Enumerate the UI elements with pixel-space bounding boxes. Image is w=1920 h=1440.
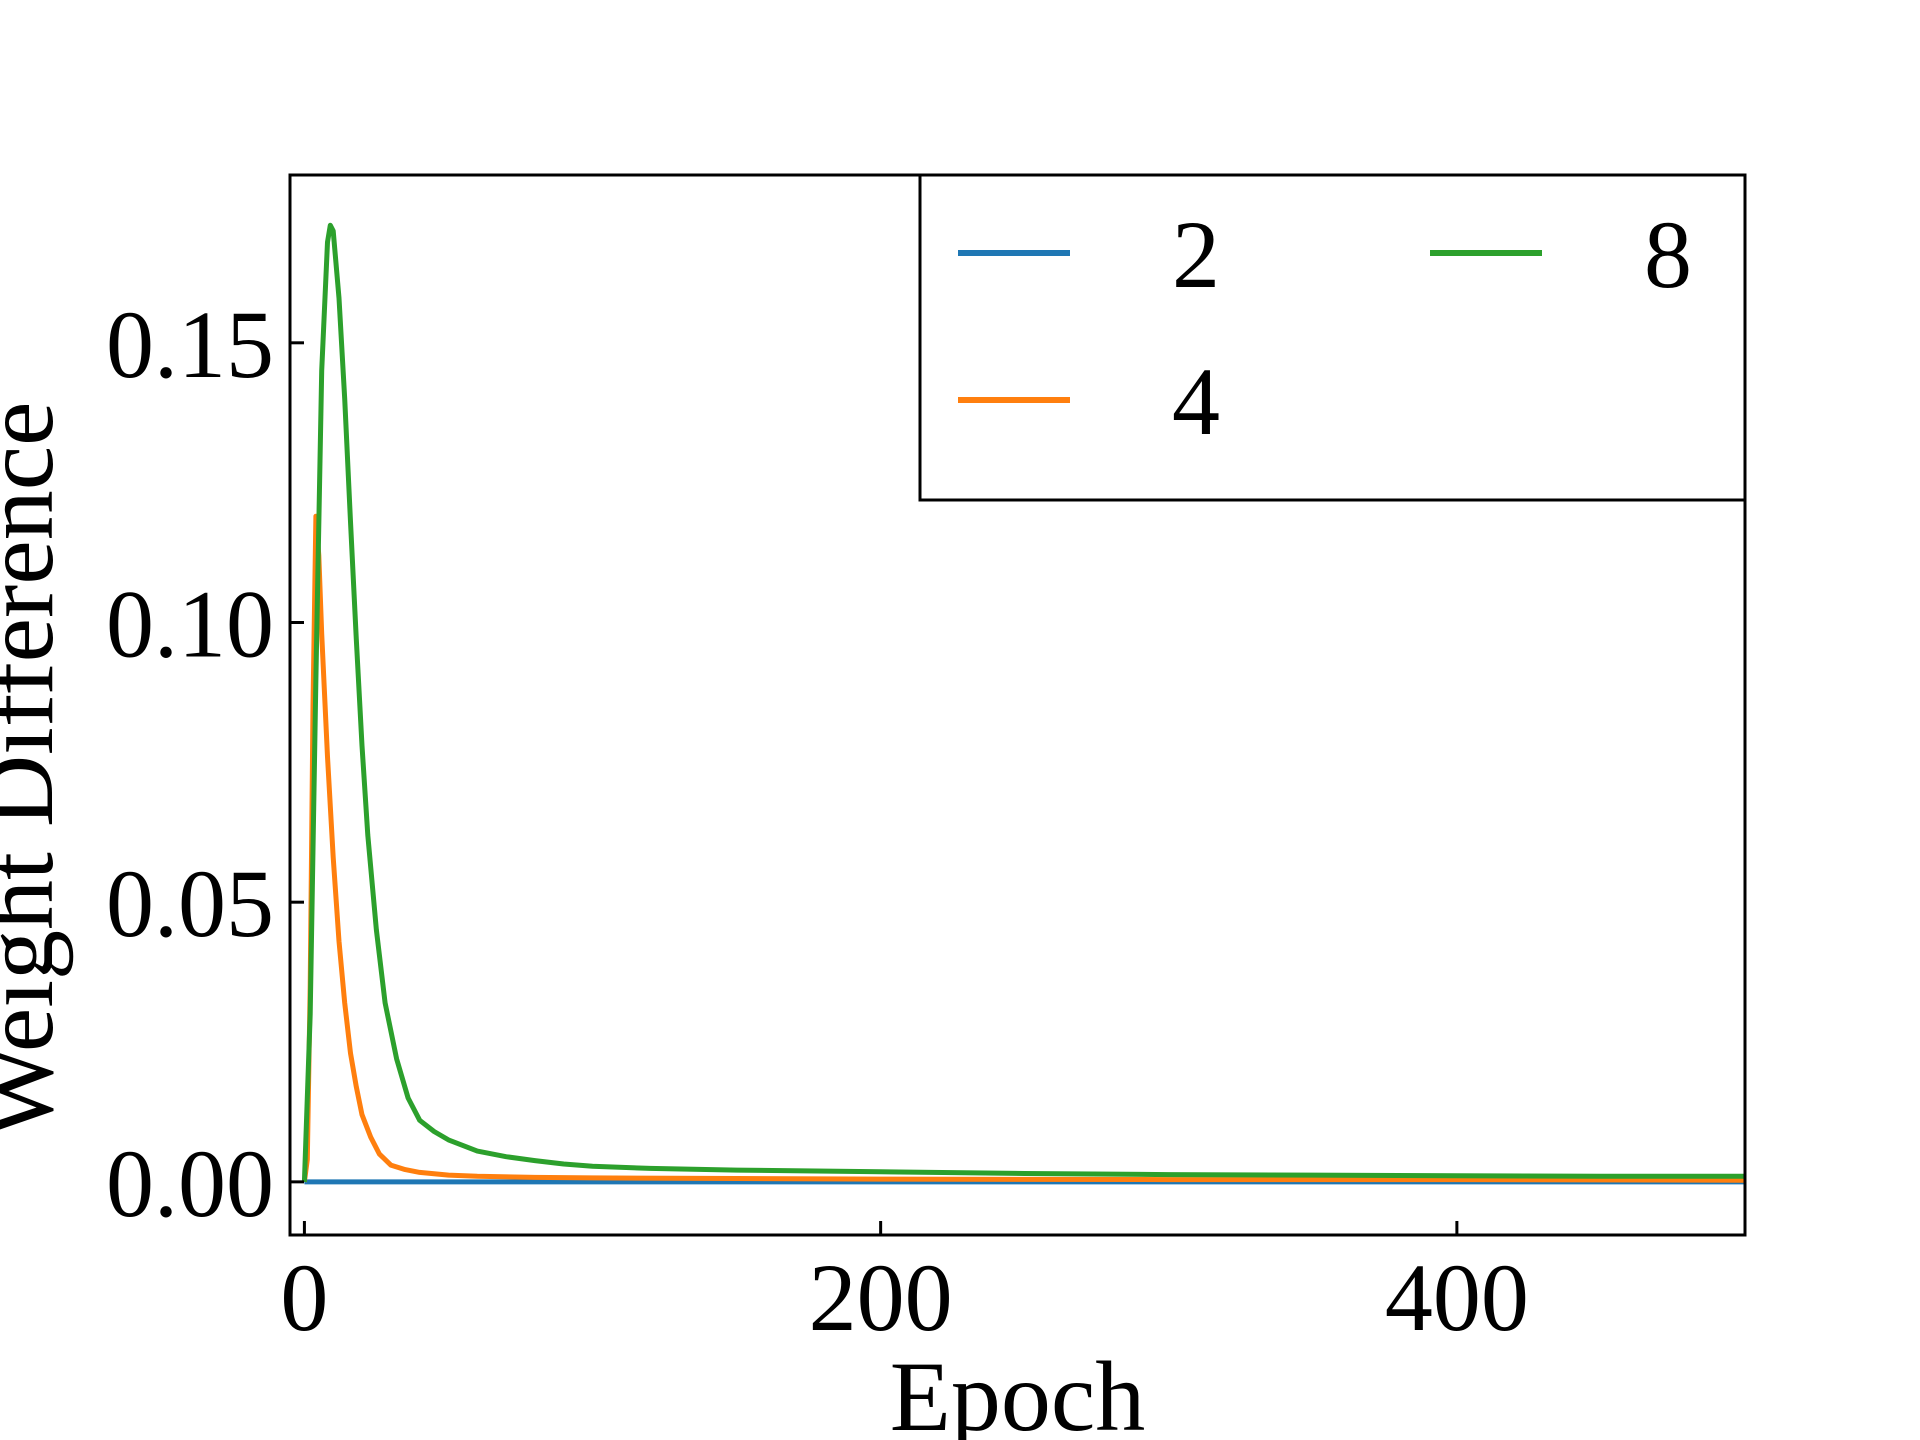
legend: 2 4 8 (918, 173, 1747, 502)
legend-label-8: 8 (1644, 201, 1692, 308)
ticks-layer: 0 200 400 0.00 0.05 0.10 0.15 (106, 291, 1529, 1351)
series-line-4 (301, 513, 1746, 1183)
y-tick-label: 0.10 (106, 570, 274, 677)
y-tick-label: 0.15 (106, 291, 274, 398)
y-axis-label: Weight Difference (0, 402, 74, 1139)
x-tick-label: 200 (809, 1244, 953, 1351)
y-tick-label: 0.00 (106, 1130, 274, 1237)
series-layer (301, 222, 1746, 1185)
legend-label-4: 4 (1172, 348, 1220, 455)
x-tick-label: 0 (280, 1244, 328, 1351)
x-axis-label: Epoch (890, 1341, 1145, 1440)
legend-box (918, 173, 1747, 502)
legend-label-2: 2 (1172, 201, 1220, 308)
y-tick-label: 0.05 (106, 850, 274, 957)
series-line-8 (301, 222, 1745, 1182)
x-tick-label: 400 (1385, 1244, 1529, 1351)
